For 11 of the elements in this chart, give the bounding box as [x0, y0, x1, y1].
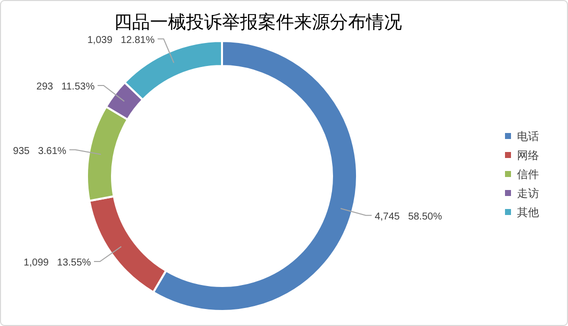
data-label: 4,745 58.50%: [374, 211, 442, 222]
data-label: 293 11.53%: [36, 82, 95, 93]
data-label: 1,099 13.55%: [24, 257, 92, 268]
legend-label: 信件: [517, 169, 539, 181]
chart-title: 四品一械投诉举报案件来源分布情况: [114, 12, 402, 32]
legend-label: 走访: [517, 187, 539, 200]
legend-label: 电话: [517, 130, 539, 143]
data-label: 1,039 12.81%: [87, 34, 155, 46]
legend-label: 其他: [517, 206, 539, 219]
data-label: 935 3.61%: [12, 146, 66, 157]
legend-label: 网络: [517, 150, 539, 162]
